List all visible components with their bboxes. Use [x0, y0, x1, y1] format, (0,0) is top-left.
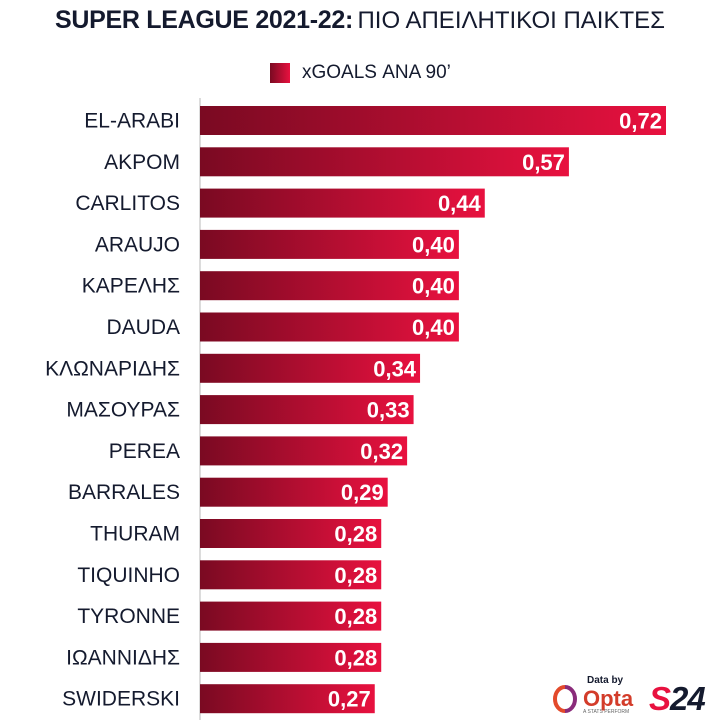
bar-5: [200, 312, 459, 342]
value-label-12: 0,28: [334, 604, 377, 629]
branding: Data by Opta A STATS PERFORM S24: [553, 672, 718, 718]
category-label-1: ΑΚΡΟΜ: [104, 151, 180, 174]
opta-logo-subtext: A STATS PERFORM: [583, 709, 630, 715]
category-label-13: ΙΩΑΝΝΙΔΗΣ: [66, 646, 180, 669]
bar-7: [200, 395, 414, 425]
bar-13: [200, 642, 382, 672]
bar-2: [200, 188, 485, 218]
chart-title-league: SUPER LEAGUE 2021-22:: [55, 6, 353, 34]
category-label-7: ΜΑΣΟΥΡΑΣ: [66, 399, 180, 422]
bar-4: [200, 271, 459, 301]
bar-12: [200, 601, 382, 631]
bar-9: [200, 477, 388, 507]
value-label-13: 0,28: [334, 645, 377, 670]
chart-title-subject: ΠΙΟ ΑΠΕΙΛΗΤΙΚΟΙ ΠΑΙΚΤΕΣ: [357, 7, 665, 34]
legend-swatch: [270, 63, 290, 83]
category-label-11: TIQUINHO: [77, 564, 180, 587]
opta-logo-text: Opta: [583, 686, 634, 711]
bar-0: [200, 106, 666, 135]
category-label-12: TYRONNE: [77, 605, 180, 628]
value-label-2: 0,44: [438, 191, 482, 216]
value-label-10: 0,28: [334, 522, 377, 547]
category-label-5: DAUDA: [106, 316, 180, 339]
bar-6: [200, 353, 421, 383]
category-label-3: ARAUJO: [95, 233, 180, 256]
value-label-11: 0,28: [334, 563, 377, 588]
s24-logo-num: 24: [670, 680, 706, 717]
bar-10: [200, 519, 382, 548]
category-label-2: CARLITOS: [75, 192, 180, 215]
opta-logo-icon: [553, 685, 577, 713]
value-label-7: 0,33: [367, 398, 410, 423]
s24-logo-s: S: [649, 680, 671, 717]
bar-1: [200, 147, 569, 177]
category-label-6: ΚΛΩΝΑΡΙΔΗΣ: [45, 357, 180, 380]
legend-label: xGOALS ΑΝΑ 90’: [302, 62, 451, 83]
category-label-4: ΚΑΡΕΛΗΣ: [82, 275, 180, 298]
value-label-5: 0,40: [412, 315, 455, 340]
category-label-10: THURAM: [90, 523, 180, 546]
value-label-0: 0,72: [619, 109, 662, 134]
bar-3: [200, 229, 459, 259]
s24-logo: S24: [649, 680, 706, 718]
bar-11: [200, 560, 382, 590]
value-label-8: 0,32: [360, 439, 403, 464]
category-label-8: PEREA: [109, 440, 180, 463]
value-label-14: 0,27: [328, 687, 371, 712]
value-label-4: 0,40: [412, 274, 455, 299]
value-label-1: 0,57: [522, 150, 565, 175]
bar-8: [200, 436, 408, 466]
value-label-9: 0,29: [341, 480, 384, 505]
category-label-14: SWIDERSKI: [62, 688, 180, 711]
bar-14: [200, 684, 375, 714]
chart-title: SUPER LEAGUE 2021-22: ΠΙΟ ΑΠΕΙΛΗΤΙΚΟΙ ΠΑ…: [0, 6, 720, 35]
category-label-9: BARRALES: [68, 481, 180, 504]
value-label-6: 0,34: [373, 356, 417, 381]
value-label-3: 0,40: [412, 232, 455, 257]
legend: xGOALS ΑΝΑ 90’: [270, 62, 451, 83]
category-label-0: EL-ARABI: [84, 110, 180, 133]
data-by-label: Data by: [587, 675, 624, 686]
